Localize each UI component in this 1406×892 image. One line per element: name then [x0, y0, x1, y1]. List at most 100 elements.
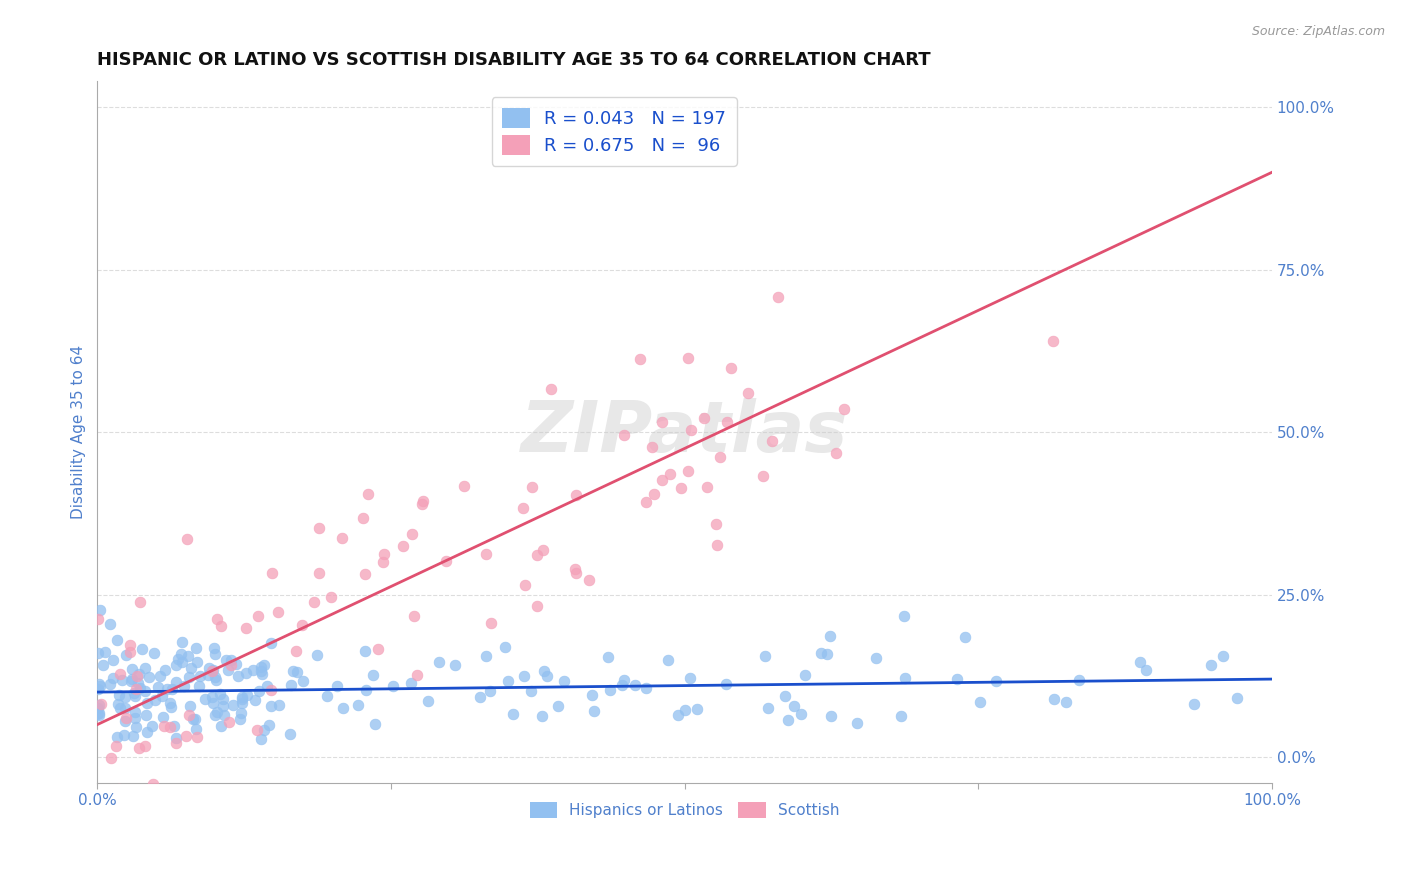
Point [86, 612, 108, 626]
Point [236, 688, 259, 702]
Point [291, 618, 314, 632]
Point [207, 705, 229, 719]
Point [228, 669, 250, 683]
Point [135, 708, 157, 723]
Point [416, 694, 439, 708]
Point [709, 450, 731, 464]
Point [87, 708, 110, 723]
Point [188, 669, 211, 683]
Point [180, 661, 202, 675]
Point [1054, 695, 1077, 709]
Point [706, 538, 728, 552]
Point [100, 751, 122, 765]
Point [1043, 692, 1066, 706]
Point [778, 713, 800, 727]
Point [152, 709, 174, 723]
Point [512, 501, 534, 516]
Point [669, 481, 692, 495]
Point [229, 713, 252, 727]
Point [583, 704, 606, 718]
Point [612, 678, 634, 692]
Point [114, 690, 136, 705]
Point [696, 480, 718, 494]
Point [91, 658, 114, 673]
Point [846, 715, 869, 730]
Point [820, 628, 842, 642]
Point [305, 648, 328, 662]
Point [124, 706, 146, 720]
Point [643, 487, 665, 501]
Point [177, 649, 200, 664]
Point [354, 682, 377, 697]
Point [737, 386, 759, 401]
Point [120, 638, 142, 652]
Point [598, 649, 620, 664]
Point [624, 678, 647, 692]
Point [530, 709, 553, 723]
Point [599, 683, 621, 698]
Point [183, 712, 205, 726]
Point [613, 427, 636, 442]
Point [479, 616, 502, 631]
Point [266, 605, 288, 619]
Point [679, 671, 702, 685]
Point [357, 487, 380, 501]
Point [231, 706, 253, 721]
Point [676, 351, 699, 365]
Point [186, 730, 208, 744]
Point [1212, 648, 1234, 663]
Point [820, 709, 842, 723]
Point [217, 663, 239, 677]
Point [402, 609, 425, 624]
Point [752, 468, 775, 483]
Point [657, 653, 679, 667]
Point [212, 691, 235, 706]
Point [564, 562, 586, 576]
Point [94, 644, 117, 658]
Point [250, 731, 273, 746]
Point [205, 673, 228, 687]
Point [110, 701, 132, 715]
Point [969, 695, 991, 709]
Point [754, 649, 776, 664]
Point [194, 691, 217, 706]
Point [114, 714, 136, 728]
Point [513, 669, 536, 683]
Point [87, 782, 110, 797]
Point [308, 521, 330, 535]
Point [613, 673, 636, 687]
Point [326, 679, 349, 693]
Point [165, 731, 187, 745]
Point [159, 699, 181, 714]
Point [475, 547, 498, 561]
Point [197, 668, 219, 682]
Point [373, 547, 395, 561]
Point [269, 698, 291, 713]
Point [184, 640, 207, 655]
Point [245, 723, 267, 737]
Point [756, 701, 779, 715]
Point [260, 566, 283, 580]
Point [134, 739, 156, 753]
Point [90, 697, 112, 711]
Point [392, 540, 415, 554]
Point [202, 640, 225, 655]
Point [519, 684, 541, 698]
Point [536, 669, 558, 683]
Point [218, 714, 240, 729]
Point [553, 673, 575, 688]
Point [121, 662, 143, 676]
Point [704, 517, 727, 532]
Text: Source: ZipAtlas.com: Source: ZipAtlas.com [1251, 25, 1385, 38]
Point [149, 669, 172, 683]
Point [260, 636, 283, 650]
Point [200, 664, 222, 678]
Point [108, 666, 131, 681]
Point [122, 729, 145, 743]
Point [104, 739, 127, 753]
Point [810, 646, 832, 660]
Point [170, 647, 193, 661]
Point [628, 352, 651, 367]
Point [98, 677, 121, 691]
Point [453, 479, 475, 493]
